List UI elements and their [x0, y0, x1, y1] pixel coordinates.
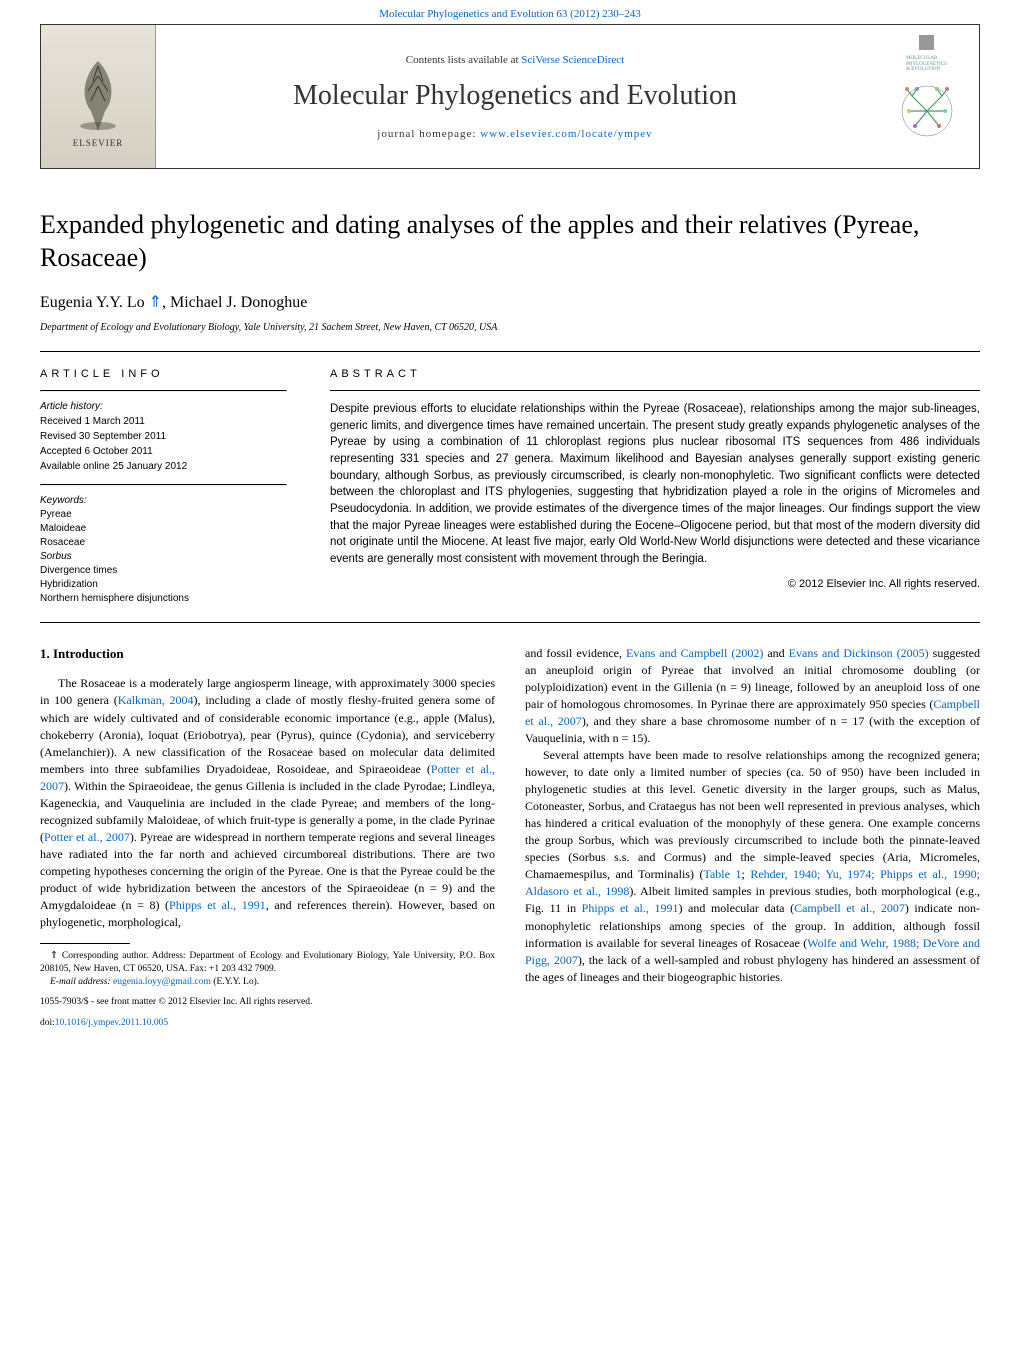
ref-link[interactable]: Table 1	[703, 867, 741, 881]
doi-line: doi:10.1016/j.ympev.2011.10.005	[40, 1017, 495, 1030]
header-center: Contents lists available at SciVerse Sci…	[156, 54, 874, 140]
ref-link[interactable]: Evans and Dickinson (2005)	[789, 646, 929, 660]
info-divider-2	[40, 484, 287, 486]
authors-line: Eugenia Y.Y. Lo ⇑, Michael J. Donoghue	[40, 292, 980, 312]
contents-line: Contents lists available at SciVerse Sci…	[156, 54, 874, 66]
elsevier-tree-icon	[63, 46, 133, 136]
homepage-line: journal homepage: www.elsevier.com/locat…	[156, 128, 874, 140]
ref-link[interactable]: Phipps et al., 1991	[582, 901, 679, 915]
phylogeny-cover-icon	[897, 81, 957, 141]
intro-para-2: and fossil evidence, Evans and Campbell …	[525, 645, 980, 747]
issn-line: 1055-7903/$ - see front matter © 2012 El…	[40, 996, 495, 1009]
article-content: Expanded phylogenetic and dating analyse…	[0, 169, 1020, 1050]
journal-header-bar: ELSEVIER Contents lists available at Sci…	[40, 24, 980, 169]
corresponding-footnote: ⇑ Corresponding author. Address: Departm…	[40, 950, 495, 976]
abstract-column: ABSTRACT Despite previous efforts to elu…	[330, 368, 980, 606]
citation-header: Molecular Phylogenetics and Evolution 63…	[0, 0, 1020, 24]
intro-heading: 1. Introduction	[40, 645, 495, 663]
ref-link[interactable]: Phipps et al., 1991	[169, 898, 266, 912]
citation-link[interactable]: Molecular Phylogenetics and Evolution 63…	[379, 8, 641, 20]
keywords-block: Keywords: Pyreae Maloideae Rosaceae Sorb…	[40, 494, 300, 606]
email-footnote: E-mail address: eugenia.loyy@gmail.com (…	[40, 976, 495, 989]
ref-link[interactable]: Evans and Campbell (2002)	[626, 646, 763, 660]
abstract-divider	[330, 390, 980, 391]
journal-title: Molecular Phylogenetics and Evolution	[156, 80, 874, 112]
info-abstract-row: ARTICLE INFO Article history: Received 1…	[40, 352, 980, 622]
sciencedirect-link[interactable]: SciVerse ScienceDirect	[521, 54, 624, 66]
footnote-rule	[40, 943, 130, 944]
ref-link[interactable]: Potter et al., 2007	[44, 830, 130, 844]
info-heading: ARTICLE INFO	[40, 368, 300, 380]
article-info-column: ARTICLE INFO Article history: Received 1…	[40, 368, 300, 606]
ref-link[interactable]: Kalkman, 2004	[118, 693, 194, 707]
footnote-block: ⇑ Corresponding author. Address: Departm…	[40, 943, 495, 1030]
corresponding-marker[interactable]: ⇑	[149, 294, 162, 311]
elsevier-label: ELSEVIER	[73, 138, 124, 148]
article-title: Expanded phylogenetic and dating analyse…	[40, 209, 980, 274]
doi-link[interactable]: 10.1016/j.ympev.2011.10.005	[55, 1018, 168, 1028]
cover-text: MOLECULAR PHYLOGENETICS & EVOLUTION	[906, 56, 947, 73]
intro-para-3: Several attempts have been made to resol…	[525, 747, 980, 985]
homepage-link[interactable]: www.elsevier.com/locate/ympev	[480, 128, 652, 140]
article-history: Article history: Received 1 March 2011 R…	[40, 400, 300, 474]
journal-cover-box: MOLECULAR PHYLOGENETICS & EVOLUTION	[874, 25, 979, 168]
intro-para-1: The Rosaceae is a moderately large angio…	[40, 675, 495, 930]
cover-icon	[919, 35, 934, 50]
ref-link[interactable]: Campbell et al., 2007	[794, 901, 905, 915]
abstract-text: Despite previous efforts to elucidate re…	[330, 401, 980, 568]
info-divider-1	[40, 390, 287, 392]
affiliation: Department of Ecology and Evolutionary B…	[40, 322, 980, 333]
divider-bottom	[40, 622, 980, 623]
email-link[interactable]: eugenia.loyy@gmail.com	[113, 977, 211, 987]
abstract-heading: ABSTRACT	[330, 368, 980, 380]
publisher-logo-box: ELSEVIER	[41, 25, 156, 168]
copyright-line: © 2012 Elsevier Inc. All rights reserved…	[330, 578, 980, 590]
body-two-column: 1. Introduction The Rosaceae is a modera…	[40, 645, 980, 1030]
